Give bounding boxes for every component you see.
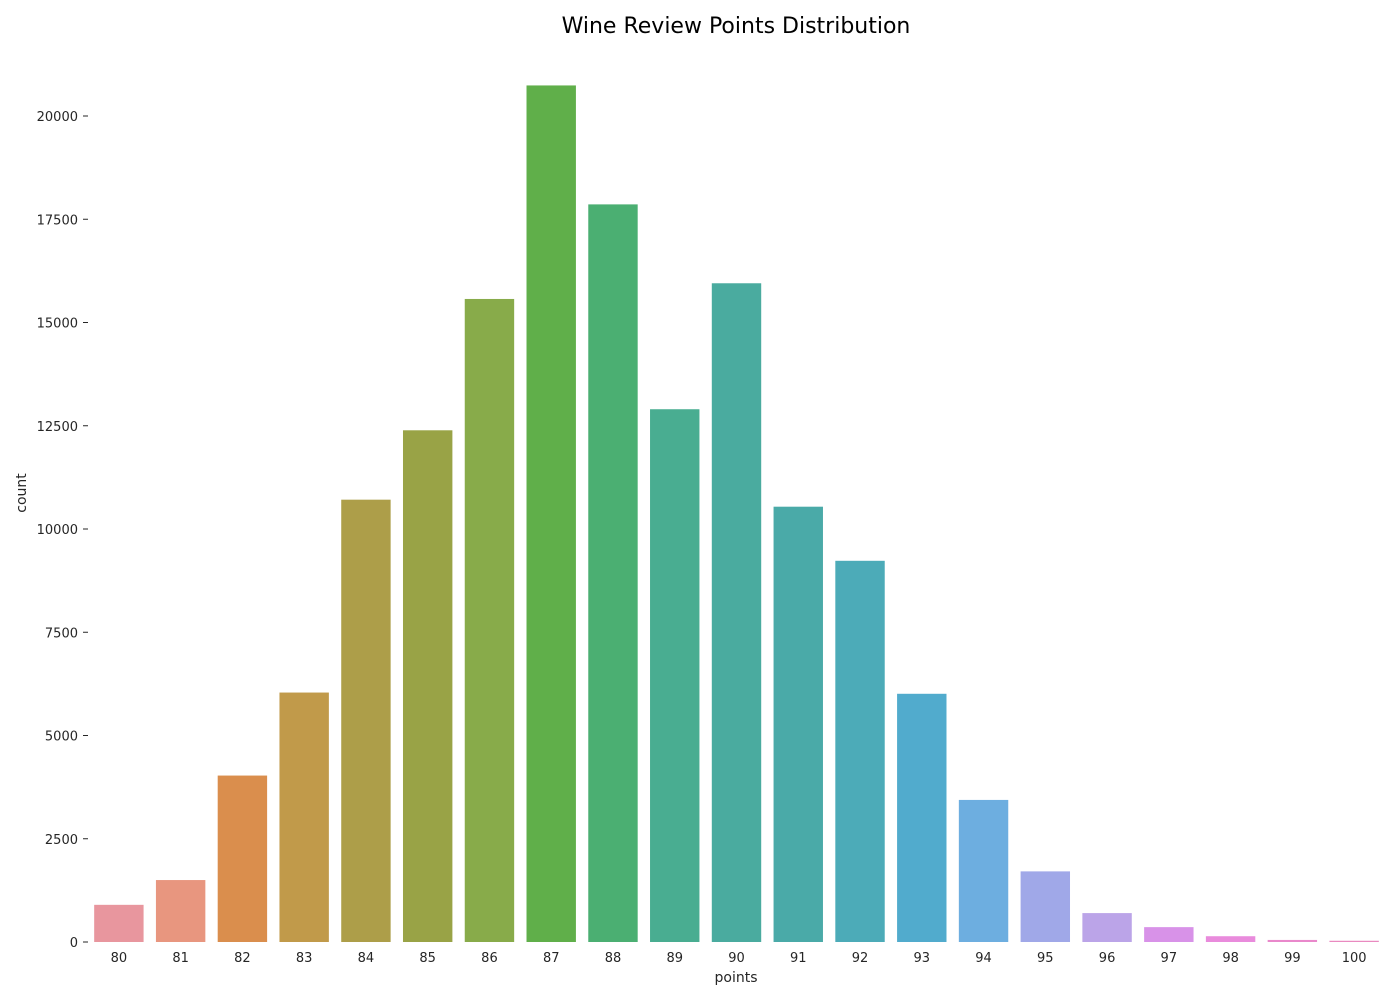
x-tick-label-80: 80	[111, 951, 128, 966]
bar-87	[526, 85, 576, 943]
y-tick-label-7500: 7500	[45, 626, 78, 641]
y-tick-label-12500: 12500	[37, 420, 78, 435]
x-tick-label-83: 83	[296, 951, 313, 966]
bar-83	[279, 692, 329, 942]
bar-98	[1205, 936, 1256, 942]
bar-94	[958, 799, 1009, 942]
x-tick-label-95: 95	[1037, 951, 1054, 966]
bar-97	[1144, 927, 1194, 942]
x-tick-label-99: 99	[1284, 951, 1301, 966]
x-tick-label-89: 89	[666, 951, 683, 966]
x-tick-label-97: 97	[1161, 951, 1178, 966]
bar-100	[1329, 940, 1379, 942]
x-tick-label-81: 81	[172, 951, 189, 966]
bars	[94, 85, 1379, 943]
chart-title: Wine Review Points Distribution	[562, 14, 911, 39]
x-tick-label-82: 82	[234, 951, 251, 966]
x-tick-label-98: 98	[1222, 951, 1239, 966]
bar-96	[1082, 913, 1132, 942]
y-tick-label-17500: 17500	[37, 213, 78, 228]
y-tick-label-15000: 15000	[37, 317, 78, 332]
x-tick-label-92: 92	[852, 951, 869, 966]
x-tick-label-96: 96	[1099, 951, 1116, 966]
bar-80	[94, 904, 144, 942]
x-axis-title: points	[715, 970, 758, 986]
x-tick-label-91: 91	[790, 951, 807, 966]
bar-91	[773, 506, 823, 942]
y-axis: 0 2500 5000 7500 10000 12500 15000 17500 20000	[37, 110, 88, 951]
x-tick-label-88: 88	[605, 951, 622, 966]
bar-90	[711, 283, 762, 942]
x-tick-label-90: 90	[728, 951, 745, 966]
bar-92	[835, 560, 885, 942]
x-tick-label-87: 87	[543, 951, 560, 966]
bar-82	[217, 775, 268, 942]
x-tick-label-94: 94	[975, 951, 992, 966]
y-tick-label-20000: 20000	[37, 110, 78, 125]
x-tick-label-86: 86	[481, 951, 498, 966]
bar-84	[341, 499, 391, 942]
bar-88	[588, 204, 638, 942]
bar-93	[897, 693, 947, 942]
x-tick-label-100: 100	[1342, 951, 1367, 966]
bar-95	[1020, 871, 1071, 942]
bar-86	[464, 298, 515, 943]
y-tick-label-10000: 10000	[37, 523, 78, 538]
y-tick-label-2500: 2500	[45, 833, 78, 848]
bar-89	[650, 409, 700, 943]
y-axis-title: count	[14, 473, 30, 513]
y-tick-label-5000: 5000	[45, 730, 78, 745]
y-tick-label-0: 0	[70, 936, 78, 951]
bar-99	[1267, 939, 1318, 942]
x-tick-label-84: 84	[358, 951, 375, 966]
bar-81	[155, 880, 206, 942]
x-tick-label-85: 85	[419, 951, 436, 966]
x-tick-label-93: 93	[914, 951, 931, 966]
x-axis: 80 81 82 83 84 85 86 87 88 89 90 91 92 93 94 95 96 97 98 99…	[111, 951, 1367, 966]
bar-85	[402, 430, 453, 942]
